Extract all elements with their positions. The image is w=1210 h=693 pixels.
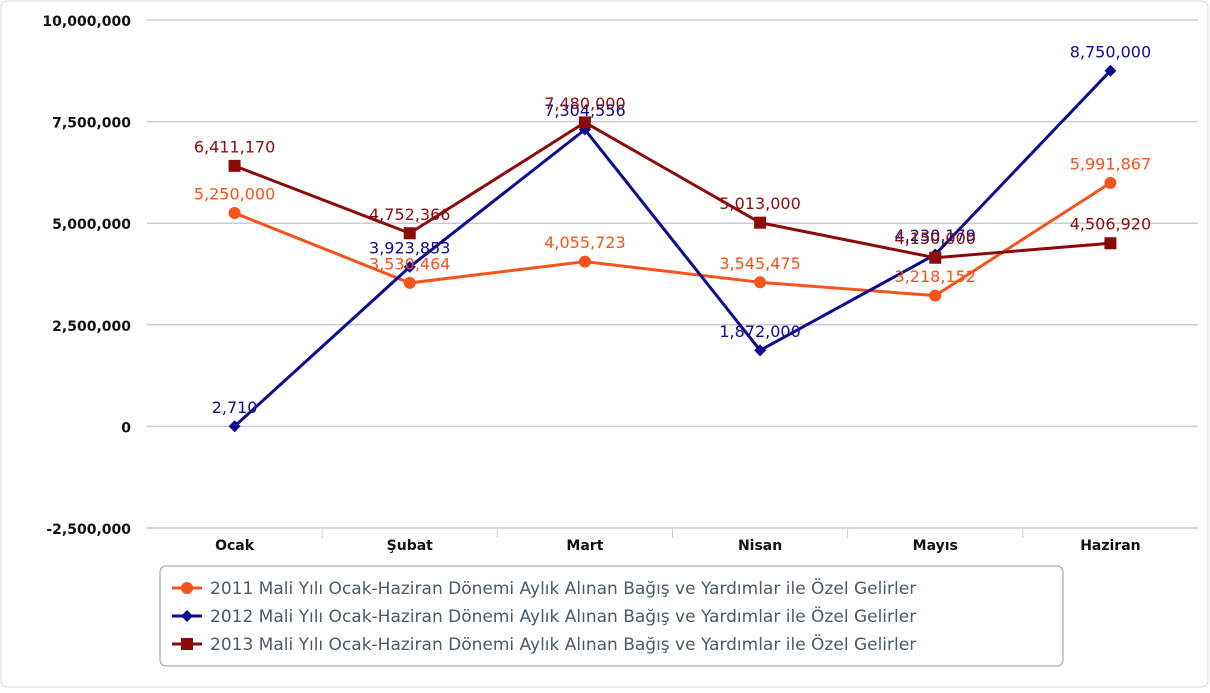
data-label: 7,304,556 — [544, 101, 625, 120]
data-label: 4,506,920 — [1070, 215, 1151, 234]
y-tick-label: 10,000,000 — [42, 14, 131, 30]
data-point — [578, 255, 591, 268]
legend-marker — [181, 582, 193, 594]
data-point — [228, 207, 241, 220]
data-label: 4,055,723 — [544, 233, 625, 252]
data-label: 3,530,464 — [369, 254, 450, 273]
data-label: 5,991,867 — [1070, 154, 1151, 173]
data-point — [1104, 237, 1117, 250]
legend-label: 2012 Mali Yılı Ocak-Haziran Dönemi Aylık… — [210, 605, 916, 627]
series-line — [234, 120, 1111, 260]
data-label: 4,752,366 — [369, 205, 450, 224]
data-point — [754, 276, 767, 289]
x-tick-label: Ocak — [215, 538, 255, 554]
data-label: 4,150,000 — [895, 229, 976, 248]
data-point — [754, 216, 767, 229]
legend-label: 2011 Mali Yılı Ocak-Haziran Dönemi Aylık… — [210, 577, 916, 599]
y-tick-label: -2,500,000 — [46, 522, 131, 538]
data-point — [1104, 64, 1117, 77]
y-tick-label: 2,500,000 — [52, 319, 131, 335]
data-point — [228, 420, 241, 433]
data-label: 3,923,853 — [369, 238, 450, 257]
data-label: 7,480,000 — [544, 94, 625, 113]
series-line — [234, 181, 1112, 298]
series-line — [233, 69, 1112, 428]
x-tick-label: Mayıs — [913, 538, 958, 554]
data-label: 5,250,000 — [194, 185, 275, 204]
data-point — [929, 251, 942, 264]
data-label: 3,218,152 — [895, 267, 976, 286]
x-tick-label: Nisan — [738, 538, 782, 554]
y-tick-label: 5,000,000 — [52, 217, 131, 233]
y-tick-label: 7,500,000 — [52, 116, 131, 132]
data-label: 1,872,000 — [719, 322, 800, 341]
legend-label: 2013 Mali Yılı Ocak-Haziran Dönemi Aylık… — [210, 633, 916, 655]
data-point — [578, 116, 591, 129]
data-label: 6,411,170 — [194, 137, 275, 156]
data-label: 5,013,000 — [719, 194, 800, 213]
y-tick-label: 0 — [121, 420, 131, 436]
legend-marker — [181, 610, 193, 622]
data-label: 8,750,000 — [1070, 42, 1151, 61]
x-tick-label: Haziran — [1080, 538, 1140, 554]
legend-marker — [181, 638, 193, 650]
data-point — [754, 344, 767, 357]
data-label: 3,545,475 — [719, 254, 800, 273]
data-point — [403, 260, 416, 273]
data-point — [228, 159, 241, 172]
data-point — [929, 289, 942, 302]
data-label: 4,230,179 — [895, 226, 976, 245]
x-tick-label: Şubat — [387, 538, 434, 554]
x-tick-label: Mart — [566, 538, 603, 554]
legend-box — [159, 565, 1064, 667]
data-point — [403, 227, 416, 240]
data-point — [1104, 176, 1117, 189]
data-point — [403, 276, 416, 289]
data-label: 2,710 — [212, 398, 258, 417]
